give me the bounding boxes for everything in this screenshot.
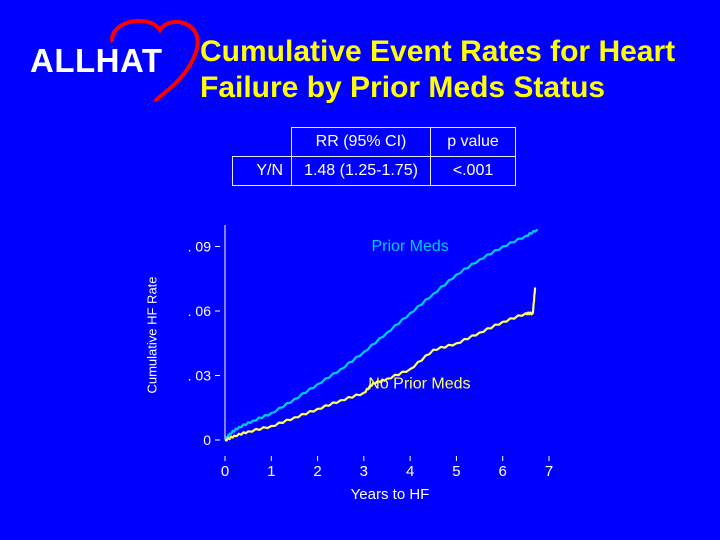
stats-table: RR (95% CI) p value Y/N 1.48 (1.25-1.75)…: [232, 127, 516, 186]
x-tick-label: 6: [499, 463, 507, 480]
annotation-no-prior-meds: No Prior Meds: [368, 375, 470, 392]
series-line-no-prior-meds: [224, 287, 537, 442]
stats-rr-value: 1.48 (1.25-1.75): [291, 156, 431, 186]
x-tick-label: 0: [221, 463, 229, 480]
series-line-prior-meds: [224, 228, 539, 442]
x-axis-label: Years to HF: [350, 486, 430, 503]
x-tick-label: 1: [267, 463, 275, 480]
x-tick-label: 3: [360, 463, 368, 480]
x-tick-label: 7: [545, 463, 553, 480]
page-title: Cumulative Event Rates for Heart Failure…: [200, 34, 715, 106]
title-line-1: Cumulative Event Rates for Heart: [200, 35, 676, 68]
y-tick-label: 0: [203, 432, 211, 448]
y-tick-label: . 06: [188, 303, 212, 319]
stats-p-value: <.001: [430, 156, 516, 186]
x-tick-label: 5: [452, 463, 460, 480]
annotation-prior-meds: Prior Meds: [371, 238, 448, 255]
x-tick-label: 4: [406, 463, 414, 480]
x-tick-label: 2: [313, 463, 321, 480]
stats-row-label: Y/N: [232, 156, 292, 186]
y-tick-label: . 09: [188, 239, 212, 255]
allhat-logo: ALLHAT: [30, 42, 163, 79]
title-line-2: Failure by Prior Meds Status: [200, 71, 606, 104]
y-tick-label: . 03: [188, 368, 212, 384]
